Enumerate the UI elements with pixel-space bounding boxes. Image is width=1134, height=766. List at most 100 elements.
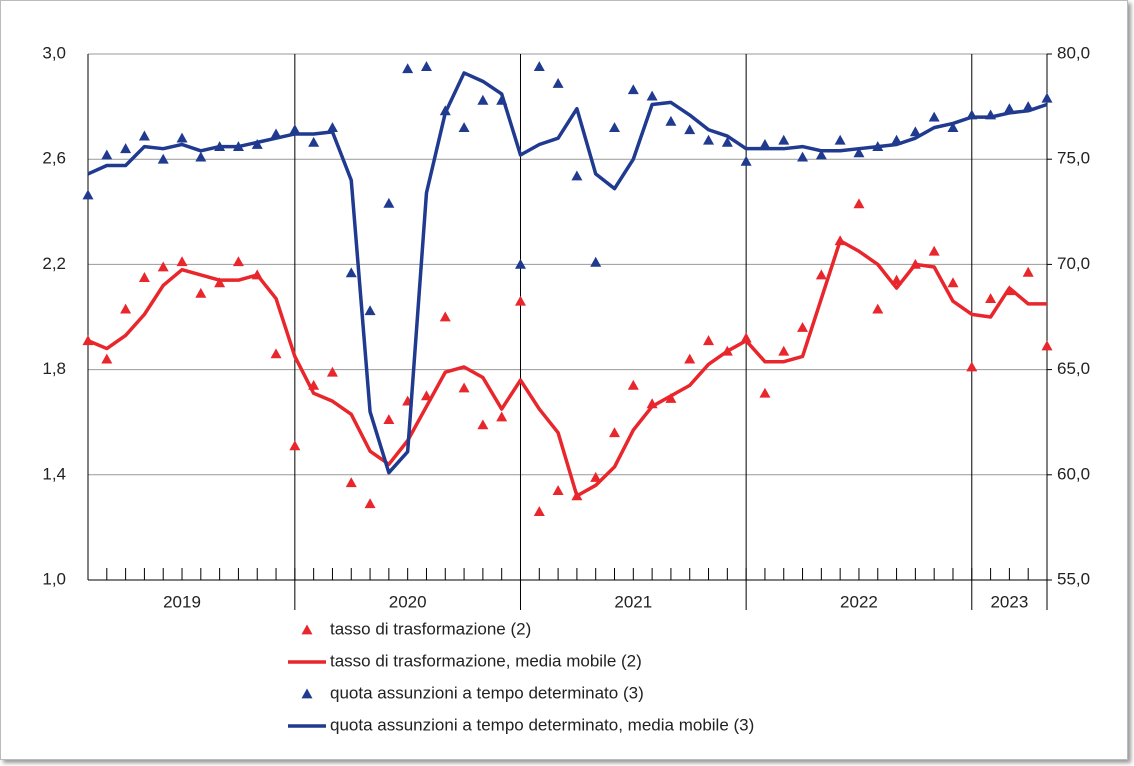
marker [853,198,865,209]
marker [101,149,113,160]
x-tick-label: 2020 [389,592,427,611]
legend-label: tasso di trasformazione, media mobile (2… [330,651,642,670]
series-line [87,71,1048,475]
marker [815,149,827,160]
marker [383,414,395,424]
marker [966,361,978,372]
marker [684,353,696,364]
marker [609,122,621,133]
y-tick-label: 2,2 [42,254,66,273]
marker [364,305,376,316]
marker [533,506,545,517]
marker [703,134,715,145]
marker [364,498,376,509]
marker [740,155,752,166]
y2-tick-label: 70,0 [1057,254,1090,273]
marker [740,332,752,343]
marker [458,122,470,133]
marker [834,134,846,145]
marker [627,379,639,390]
marker [928,245,940,256]
marker [552,485,564,495]
x-tick-label: 2023 [990,592,1028,611]
y2-tick-label: 75,0 [1057,149,1090,168]
marker [514,258,526,269]
marker [82,189,94,200]
marker [778,134,790,145]
marker [176,256,188,267]
y2-tick-label: 60,0 [1057,464,1090,483]
marker [646,90,658,101]
y2-tick-label: 80,0 [1057,43,1090,62]
marker [985,293,997,303]
y-tick-label: 1,8 [42,359,66,378]
marker [402,63,414,74]
marker [853,147,865,158]
marker [815,269,827,280]
marker [289,124,301,135]
marker [1041,92,1053,103]
legend-label: quota assunzioni a tempo determinato (3) [330,683,644,702]
marker [947,277,959,288]
marker [909,126,921,137]
marker [514,295,526,306]
marker [797,151,809,162]
legend-swatch [301,624,313,635]
legend-label: quota assunzioni a tempo determinato, me… [330,715,754,734]
marker [345,267,357,278]
x-tick-label: 2021 [614,592,652,611]
marker [496,411,508,422]
marker [214,277,226,288]
marker [176,132,188,143]
marker [477,419,489,430]
marker [703,335,715,346]
legend-swatch [301,688,313,699]
marker [101,353,113,364]
marker [759,387,771,398]
marker [439,311,451,322]
marker [797,322,809,332]
marker [609,427,621,438]
marker [533,61,545,72]
marker [270,348,282,359]
marker [289,440,301,451]
marker [1022,266,1034,277]
x-tick-label: 2022 [840,592,878,611]
marker [420,61,432,72]
marker [458,382,470,393]
y-tick-label: 2,6 [42,149,66,168]
marker [665,393,677,403]
marker [1003,103,1015,114]
marker [120,143,132,154]
series-line [87,238,1047,498]
y-tick-label: 1,4 [42,464,66,483]
marker [778,345,790,356]
marker [665,115,677,126]
marker [138,130,150,141]
y2-tick-label: 55,0 [1057,569,1090,588]
marker [477,94,489,105]
marker [308,136,320,147]
marker [195,151,207,162]
y-tick-label: 1,0 [42,569,66,588]
marker [326,366,338,377]
marker [120,303,132,314]
marker [195,287,207,298]
legend-label: tasso di trasformazione (2) [330,619,531,638]
marker [872,303,884,314]
marker [232,256,244,267]
marker [627,84,639,95]
marker [947,122,959,133]
marker [571,170,583,181]
marker [590,471,602,482]
marker [721,136,733,147]
marker [345,477,357,488]
marker [552,77,564,88]
y2-tick-label: 65,0 [1057,359,1090,378]
x-tick-label: 2019 [163,592,201,611]
marker [684,124,696,135]
marker [138,272,150,282]
marker [759,138,771,149]
marker [326,122,338,133]
